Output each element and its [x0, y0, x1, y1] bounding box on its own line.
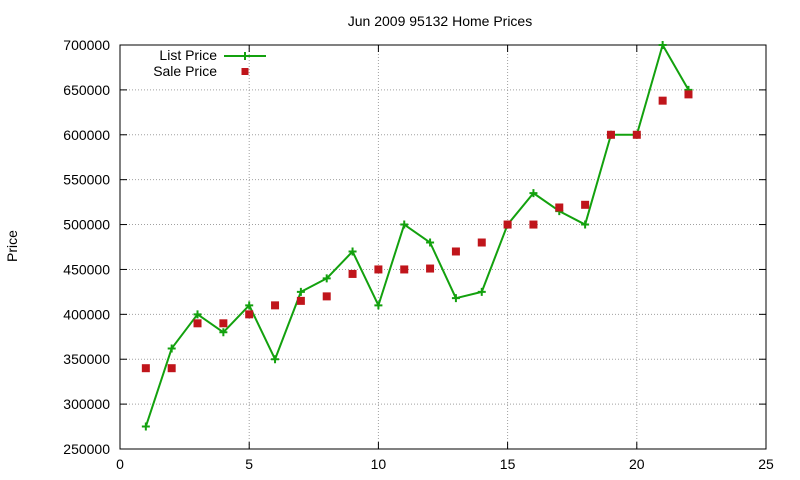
list-price-point: [219, 328, 228, 337]
y-tick-label: 650000: [63, 82, 110, 98]
y-tick-label: 700000: [63, 37, 110, 53]
sale-price-point: [451, 247, 460, 256]
list-price-point: [271, 355, 280, 364]
y-tick-label: 400000: [63, 306, 110, 322]
list-price-point: [193, 310, 202, 319]
y-axis-label: Price: [4, 230, 20, 262]
list-price-point: [374, 301, 383, 310]
sale-price-point: [219, 319, 228, 328]
x-tick-label: 10: [371, 456, 387, 472]
list-price-point: [477, 287, 486, 296]
list-price-point: [658, 41, 667, 49]
sale-price-point: [245, 310, 254, 319]
list-price-point: [167, 344, 176, 353]
sale-price-point: [555, 203, 564, 212]
legend-label-list-price: List Price: [159, 47, 217, 63]
plot-border: [119, 44, 767, 450]
x-tick-label: 20: [629, 456, 645, 472]
x-tick-label: 0: [116, 456, 124, 472]
sale-price-point: [271, 301, 280, 310]
sale-price-point: [348, 269, 357, 278]
axes: 0 5 10 15 20 25 250000 300000 350000 400000 450000…: [63, 37, 774, 472]
sale-price-point: [374, 265, 383, 274]
sale-price-point: [322, 292, 331, 301]
y-tick-label: 250000: [63, 441, 110, 457]
legend: List Price Sale Price: [153, 47, 266, 79]
y-tick-label: 450000: [63, 261, 110, 277]
x-tick-label: 5: [245, 456, 253, 472]
y-tick-label: 500000: [63, 217, 110, 233]
sale-price-point: [632, 130, 641, 139]
legend-label-sale-price: Sale Price: [153, 63, 217, 79]
x-tick-label: 25: [758, 456, 774, 472]
list-price-point: [322, 274, 331, 283]
grid: [120, 45, 766, 449]
sale-price-point: [400, 265, 409, 274]
sale-price-point: [606, 130, 615, 139]
y-tick-label: 600000: [63, 127, 110, 143]
sale-price-point: [477, 238, 486, 247]
legend-marker-list-price: [241, 52, 249, 60]
list-price-point: [296, 287, 305, 296]
y-tick-label: 300000: [63, 396, 110, 412]
list-price-point: [400, 220, 409, 229]
y-tick-label: 350000: [63, 351, 110, 367]
list-price-point: [451, 294, 460, 303]
list-price-line: [144, 44, 690, 427]
sale-price-point: [193, 319, 202, 328]
list-price-point: [581, 220, 590, 229]
sale-price-point: [529, 220, 538, 229]
sale-price-point: [503, 220, 512, 229]
sale-price-point: [141, 364, 150, 373]
series: [141, 41, 693, 431]
list-price-point: [348, 247, 357, 256]
sale-price-point: [426, 264, 435, 273]
chart-title: Jun 2009 95132 Home Prices: [348, 13, 532, 29]
list-price-point: [529, 189, 538, 198]
sale-price-point: [684, 90, 693, 99]
legend-marker-sale-price: [241, 68, 249, 75]
sale-price-point: [296, 296, 305, 305]
list-price-point: [426, 238, 435, 247]
sale-price-point: [658, 96, 667, 105]
sale-price-point: [581, 200, 590, 209]
list-price-point: [141, 422, 150, 431]
x-tick-label: 15: [500, 456, 516, 472]
list-price-point: [245, 301, 254, 310]
sale-price-point: [167, 364, 176, 373]
y-tick-label: 550000: [63, 172, 110, 188]
